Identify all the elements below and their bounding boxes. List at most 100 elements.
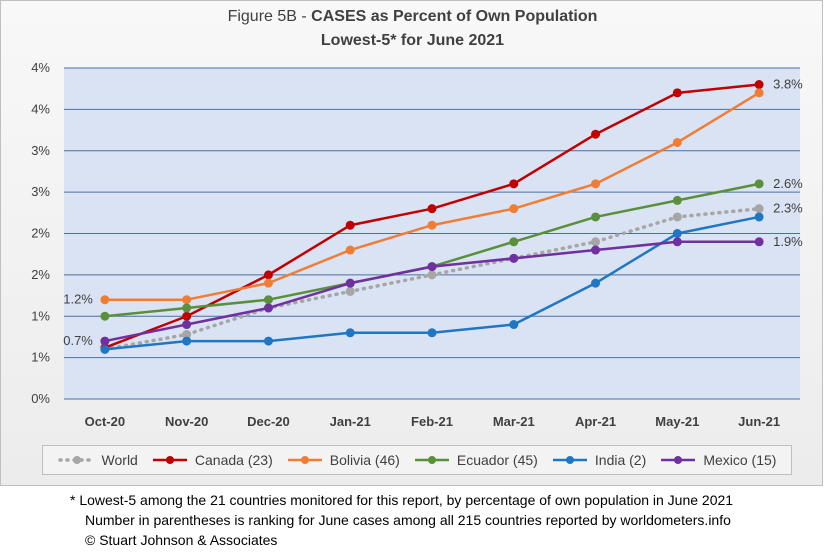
- series-india-2: [100, 212, 764, 354]
- legend-swatch: [661, 456, 696, 464]
- data-label: 1.9%: [773, 234, 803, 249]
- data-point: [182, 311, 192, 321]
- data-label: 1.2%: [63, 292, 93, 307]
- legend-item-ecuador-45: Ecuador (45): [413, 452, 538, 468]
- y-tick-label: 4%: [31, 60, 50, 75]
- series-mexico-15: [100, 237, 764, 346]
- footnotes: * Lowest-5 among the 21 countries monito…: [70, 490, 733, 550]
- data-point: [754, 237, 764, 247]
- data-point: [345, 328, 355, 338]
- footnote-line-1: * Lowest-5 among the 21 countries monito…: [70, 492, 734, 508]
- data-label: 2.3%: [773, 201, 803, 216]
- x-tick-label: Apr-21: [575, 414, 616, 429]
- data-point: [591, 129, 601, 139]
- data-point: [263, 278, 273, 288]
- x-tick-label: Mar-21: [493, 414, 535, 429]
- data-point: [754, 204, 764, 214]
- legend-item-india-2: India (2): [551, 452, 646, 468]
- data-point: [100, 344, 110, 354]
- legend-item-bolivia-46: Bolivia (46): [286, 452, 400, 468]
- legend-swatch: [152, 456, 187, 464]
- data-point: [427, 270, 437, 280]
- chart-title-main: CASES as Percent of Own Population: [311, 8, 598, 25]
- data-point: [182, 329, 192, 339]
- data-point: [509, 237, 519, 247]
- legend-label: Ecuador (45): [456, 452, 538, 468]
- y-tick-label: 0%: [31, 391, 50, 406]
- data-point: [100, 295, 110, 305]
- data-point: [182, 295, 192, 305]
- data-point: [427, 220, 437, 230]
- data-point: [100, 336, 110, 346]
- x-tick-label: Feb-21: [411, 414, 453, 429]
- data-point: [591, 212, 601, 222]
- y-tick-label: 2%: [31, 267, 50, 282]
- chart-subtitle: Lowest-5* for June 2021: [320, 32, 505, 49]
- chart-title: Figure 5B - CASES as Percent of Own Popu…: [0, 6, 825, 28]
- x-tick-label: Nov-20: [165, 414, 208, 429]
- legend-item-canada-23: Canada (23): [151, 452, 273, 468]
- footnote-line-2: Number in parentheses is ranking for Jun…: [85, 512, 731, 528]
- data-point: [672, 212, 682, 222]
- data-point: [182, 320, 192, 330]
- legend-swatch: [552, 456, 587, 464]
- data-point: [672, 137, 682, 147]
- x-tick-label: Jan-21: [330, 414, 371, 429]
- legend-label: World: [101, 452, 138, 468]
- series-canada-23: [100, 80, 764, 353]
- data-point: [427, 204, 437, 214]
- x-tick-label: Dec-20: [247, 414, 290, 429]
- data-point: [182, 303, 192, 313]
- legend-label: India (2): [594, 452, 647, 468]
- data-point: [182, 336, 192, 346]
- legend-label: Canada (23): [194, 452, 273, 468]
- data-point: [509, 320, 519, 330]
- data-point: [345, 220, 355, 230]
- data-point: [345, 278, 355, 288]
- data-label: 2.6%: [773, 176, 803, 191]
- y-tick-label: 3%: [31, 143, 50, 158]
- legend: World Canada (23) Bolivia (46) Ecuador (45)…: [42, 445, 792, 475]
- data-point: [754, 179, 764, 189]
- data-point: [591, 179, 601, 189]
- data-point: [263, 303, 273, 313]
- data-point: [591, 278, 601, 288]
- data-point: [591, 237, 601, 247]
- y-tick-label: 4%: [31, 101, 50, 116]
- data-point: [754, 212, 764, 222]
- data-point: [345, 286, 355, 296]
- data-point: [591, 245, 601, 255]
- data-point: [509, 253, 519, 263]
- data-point: [263, 336, 273, 346]
- footnote-line-3: © Stuart Johnson & Associates: [85, 532, 278, 548]
- legend-label: Mexico (15): [703, 452, 777, 468]
- data-point: [672, 195, 682, 205]
- series-bolivia-46: [100, 88, 764, 305]
- x-tick-label: Jun-21: [738, 414, 780, 429]
- legend-label: Bolivia (46): [329, 452, 400, 468]
- y-tick-label: 1%: [31, 308, 50, 323]
- legend-swatch: [57, 456, 96, 464]
- data-point: [263, 270, 273, 280]
- legend-item-mexico-15: Mexico (15): [659, 452, 776, 468]
- data-point: [427, 328, 437, 338]
- line-chart: 0% 1% 1% 2% 2% 3% 3% 4% 4% Oct-20 Nov-20 Dec-20 Jan…: [31, 60, 803, 429]
- y-tick-label: 1%: [31, 350, 50, 365]
- data-point: [672, 229, 682, 238]
- data-label: 0.7%: [63, 333, 93, 348]
- legend-swatch: [414, 456, 449, 464]
- x-tick-label: May-21: [655, 414, 699, 429]
- legend-swatch: [287, 456, 322, 464]
- x-tick-label: Oct-20: [85, 414, 125, 429]
- y-tick-label: 2%: [31, 226, 50, 241]
- legend-item-world: World: [57, 452, 138, 468]
- data-point: [509, 204, 519, 214]
- data-point: [345, 245, 355, 255]
- data-point: [263, 295, 273, 305]
- data-point: [672, 237, 682, 247]
- chart-title-prefix: Figure 5B -: [227, 8, 312, 25]
- y-tick-label: 3%: [31, 184, 50, 199]
- data-point: [754, 80, 764, 90]
- data-point: [427, 262, 437, 272]
- data-point: [672, 88, 682, 98]
